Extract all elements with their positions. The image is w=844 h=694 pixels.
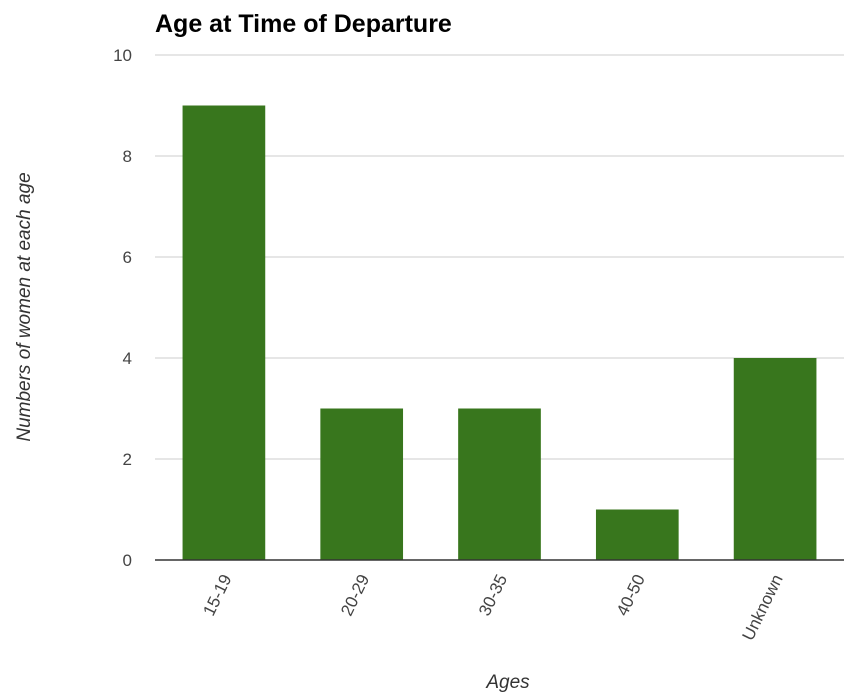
gridlines: [155, 54, 844, 460]
y-tick-label: 4: [123, 349, 132, 368]
x-tick-label: 15-19: [199, 571, 235, 618]
bar-30-35: [458, 408, 541, 560]
bars: [182, 105, 817, 560]
y-tick-label: 8: [123, 147, 132, 166]
x-tick-label: Unknown: [739, 571, 787, 643]
y-tick-label: 10: [113, 46, 132, 65]
y-tick-label: 2: [123, 450, 132, 469]
bar-20-29: [320, 408, 404, 560]
y-axis-ticks: 0 2 4 6 8 10: [113, 46, 132, 570]
x-tick-label: 20-29: [337, 571, 373, 618]
chart-title: Age at Time of Departure: [155, 10, 452, 38]
y-tick-label: 6: [123, 248, 132, 267]
bar-unknown: [733, 358, 817, 560]
x-axis-title: Ages: [485, 672, 530, 693]
bar-15-19: [182, 105, 266, 560]
y-axis-title: Numbers of women at each age: [14, 172, 35, 441]
x-tick-label: 40-50: [613, 571, 649, 618]
x-axis-ticks: 15-19 20-29 30-35 40-50 Unknown: [199, 571, 786, 643]
y-tick-label: 0: [123, 551, 132, 570]
bar-40-50: [595, 509, 679, 560]
x-tick-label: 30-35: [475, 571, 511, 618]
